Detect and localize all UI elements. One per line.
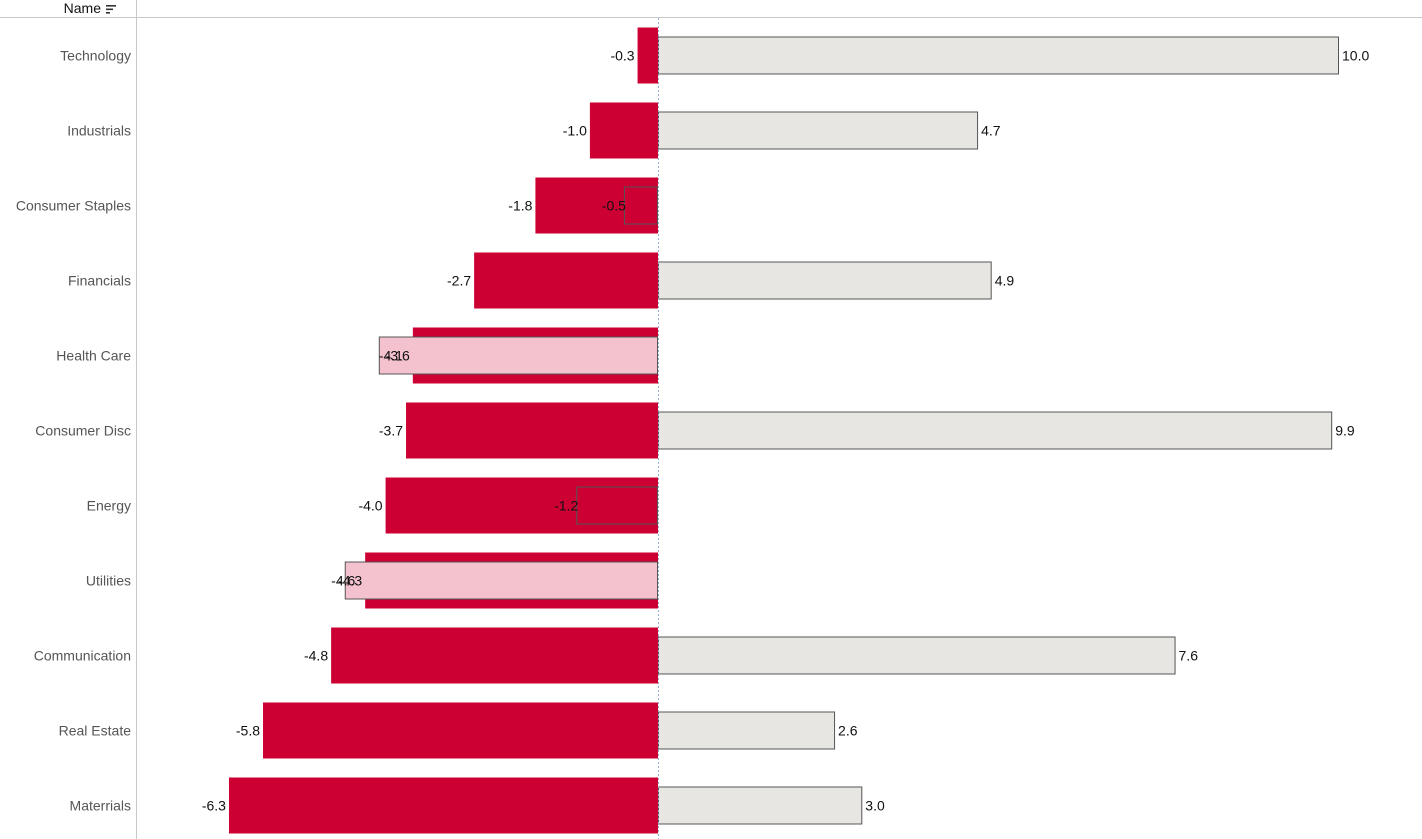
value-label-series-2: -0.5 xyxy=(602,198,626,214)
value-label-series-2: 4.9 xyxy=(995,273,1015,289)
bar-series-2[interactable] xyxy=(623,186,659,225)
bar-series-2[interactable] xyxy=(658,711,836,750)
value-label-series-1: -0.3 xyxy=(610,48,634,64)
value-label-series-2: 7.6 xyxy=(1179,648,1199,664)
bar-series-1[interactable] xyxy=(263,702,658,759)
category-label: Technology xyxy=(60,48,131,64)
bar-series-2[interactable] xyxy=(658,36,1339,75)
value-label-series-1: -2.7 xyxy=(447,273,471,289)
value-label-series-1: -5.8 xyxy=(236,723,260,739)
bar-series-1[interactable] xyxy=(406,402,658,459)
value-label-series-1: -4.8 xyxy=(304,648,328,664)
bar-series-2[interactable] xyxy=(378,336,658,375)
category-label: Consumer Disc xyxy=(35,423,131,439)
value-label-series-1: -3.6 xyxy=(386,348,410,364)
bar-series-1[interactable] xyxy=(535,177,658,234)
value-label-series-2: 3.0 xyxy=(865,798,885,814)
value-label-series-1: -4.3 xyxy=(338,573,362,589)
category-label: Energy xyxy=(87,498,131,514)
bar-series-2[interactable] xyxy=(658,636,1176,675)
bar-series-1[interactable] xyxy=(228,777,658,834)
value-label-series-1: -4.0 xyxy=(358,498,382,514)
bar-series-1[interactable] xyxy=(331,627,658,684)
column-header[interactable]: Name xyxy=(64,0,116,16)
category-label: Utilities xyxy=(86,573,131,589)
category-label: Materrials xyxy=(70,798,131,814)
value-label-series-2: -1.2 xyxy=(554,498,578,514)
bar-series-1[interactable] xyxy=(385,477,658,534)
value-label-series-1: -1.8 xyxy=(508,198,532,214)
bar-series-2[interactable] xyxy=(344,561,658,600)
value-label-series-1: -1.0 xyxy=(563,123,587,139)
category-label: Industrials xyxy=(67,123,131,139)
bar-series-1[interactable] xyxy=(474,252,658,309)
value-label-series-2: 2.6 xyxy=(838,723,858,739)
category-label: Financials xyxy=(68,273,131,289)
value-label-series-2: 10.0 xyxy=(1342,48,1369,64)
category-label: Consumer Staples xyxy=(16,198,131,214)
category-label: Communication xyxy=(34,648,131,664)
value-label-series-2: -4.6 xyxy=(331,573,355,589)
category-label: Real Estate xyxy=(59,723,132,739)
bar-series-2[interactable] xyxy=(658,786,863,825)
column-header-label[interactable]: Name xyxy=(64,0,102,16)
category-label: Health Care xyxy=(56,348,131,364)
chart-marks: Technology -0.3 10.0 Industrials -1.0 4.7 Cons… xyxy=(16,27,1369,834)
bar-series-2[interactable] xyxy=(576,486,659,525)
bar-series-1[interactable] xyxy=(589,102,658,159)
value-label-series-1: -6.3 xyxy=(202,798,226,814)
value-label-series-2: 9.9 xyxy=(1335,423,1355,439)
bar-series-2[interactable] xyxy=(658,261,992,300)
bar-series-2[interactable] xyxy=(658,411,1333,450)
value-label-series-2: -4.1 xyxy=(379,348,403,364)
sort-descending-icon[interactable] xyxy=(106,5,116,14)
value-label-series-2: 4.7 xyxy=(981,123,1001,139)
bar-series-1[interactable] xyxy=(637,27,658,84)
bar-series-2[interactable] xyxy=(658,111,979,150)
value-label-series-1: -3.7 xyxy=(379,423,403,439)
